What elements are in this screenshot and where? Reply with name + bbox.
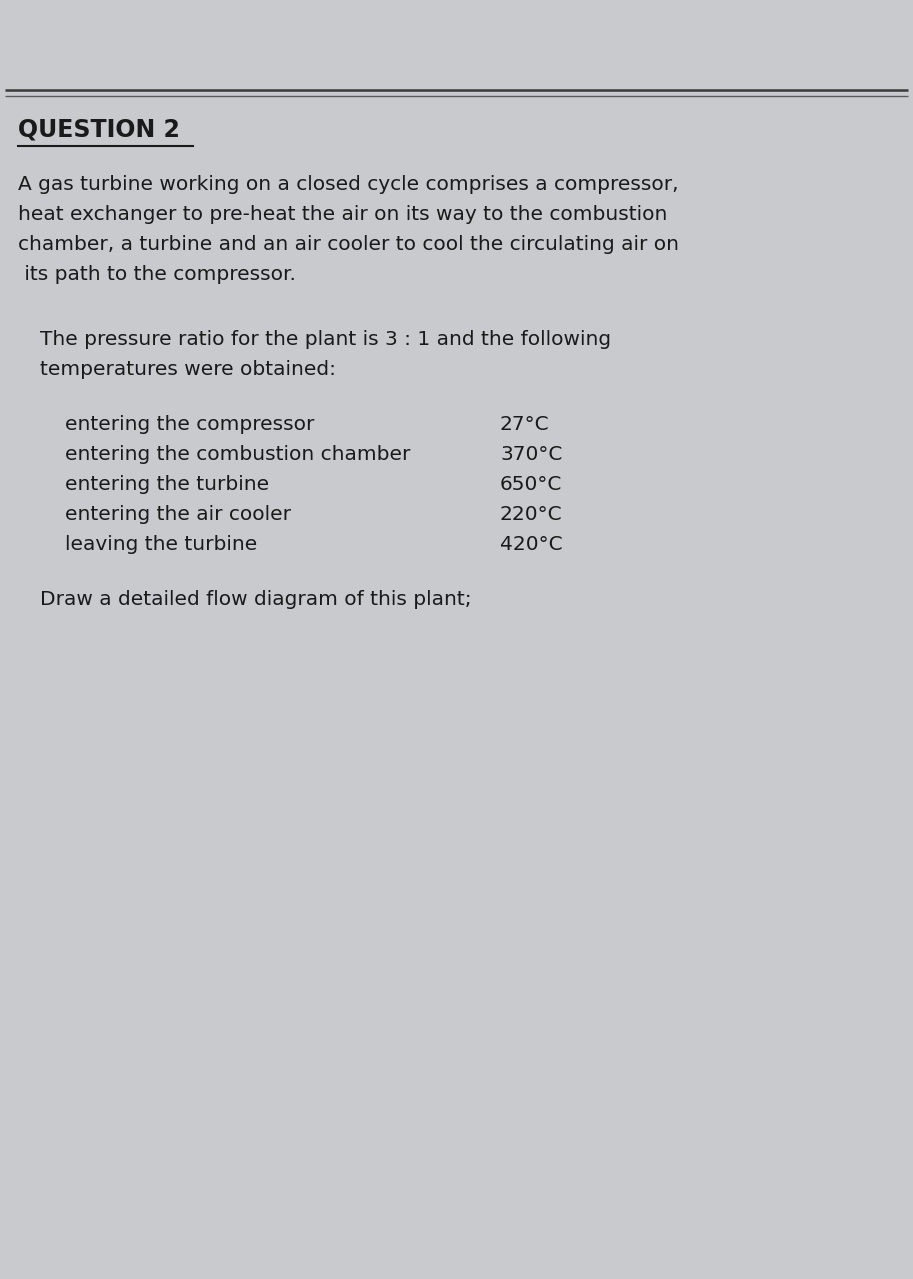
Text: 370°C: 370°C — [500, 445, 562, 464]
Text: 420°C: 420°C — [500, 535, 562, 554]
Text: The pressure ratio for the plant is 3 : 1 and the following: The pressure ratio for the plant is 3 : … — [40, 330, 611, 349]
Text: 27°C: 27°C — [500, 414, 550, 434]
Text: entering the combustion chamber: entering the combustion chamber — [65, 445, 410, 464]
Text: Draw a detailed flow diagram of this plant;: Draw a detailed flow diagram of this pla… — [40, 590, 472, 609]
Text: leaving the turbine: leaving the turbine — [65, 535, 257, 554]
Text: chamber, a turbine and an air cooler to cool the circulating air on: chamber, a turbine and an air cooler to … — [18, 235, 679, 255]
Text: entering the compressor: entering the compressor — [65, 414, 314, 434]
Text: heat exchanger to pre-heat the air on its way to the combustion: heat exchanger to pre-heat the air on it… — [18, 205, 667, 224]
Text: 650°C: 650°C — [500, 475, 562, 494]
Text: A gas turbine working on a closed cycle comprises a compressor,: A gas turbine working on a closed cycle … — [18, 175, 678, 194]
Text: entering the turbine: entering the turbine — [65, 475, 269, 494]
Text: 220°C: 220°C — [500, 505, 562, 524]
Text: entering the air cooler: entering the air cooler — [65, 505, 291, 524]
Text: QUESTION 2: QUESTION 2 — [18, 118, 180, 142]
Text: its path to the compressor.: its path to the compressor. — [18, 265, 296, 284]
Text: temperatures were obtained:: temperatures were obtained: — [40, 359, 336, 379]
